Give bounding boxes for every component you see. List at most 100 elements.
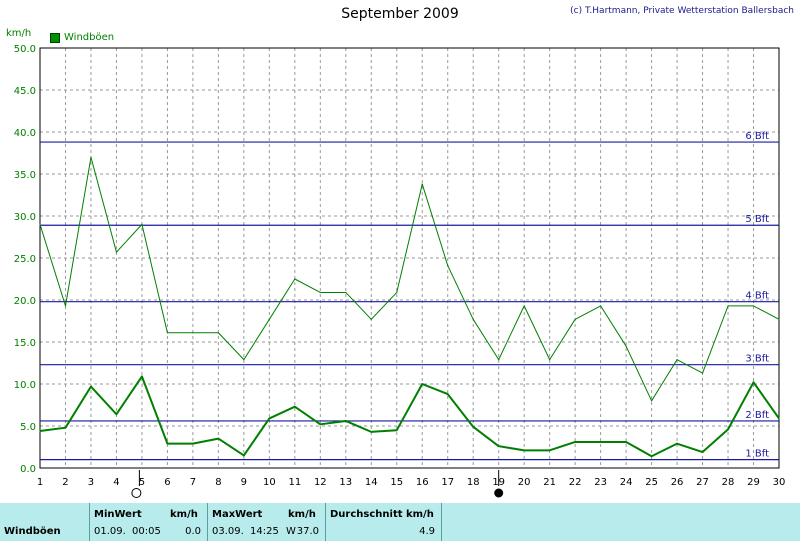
data-point <box>523 449 525 451</box>
data-point <box>64 427 67 429</box>
y-tick-label: 15.0 <box>14 338 36 349</box>
max-value: 37.0 <box>296 526 319 537</box>
legend-label: Windböen <box>64 32 115 43</box>
data-point <box>39 223 41 225</box>
data-point <box>727 428 729 430</box>
chart-title: September 2009 <box>341 6 459 22</box>
data-point <box>90 156 92 158</box>
stats-min-col: MinWert km/h 01.09. 00:05 0.0 <box>90 503 208 541</box>
stats-avg-col: Durchschnitt km/h 4.9 <box>326 503 442 541</box>
series-line-gust-max <box>39 156 780 402</box>
x-tick-label: 7 <box>190 477 196 488</box>
x-tick-label: 27 <box>696 477 709 488</box>
data-point <box>345 420 347 422</box>
x-tick-label: 24 <box>620 477 633 488</box>
data-point <box>396 291 398 294</box>
data-point <box>472 426 474 428</box>
data-point <box>345 291 347 294</box>
data-point <box>447 393 449 395</box>
x-tick-label: 23 <box>594 477 607 488</box>
plot-frame <box>39 47 780 469</box>
x-tick-label: 13 <box>339 477 352 488</box>
data-point <box>600 441 602 443</box>
y-tick-label: 10.0 <box>14 380 36 391</box>
data-point <box>625 441 627 443</box>
data-point <box>115 251 118 253</box>
data-point <box>498 359 500 361</box>
stats-label-col: Windböen <box>0 503 90 541</box>
data-point <box>421 383 423 385</box>
y-tick-label: 35.0 <box>14 170 36 181</box>
x-tick-label: 25 <box>645 477 658 488</box>
x-tick-label: 4 <box>113 477 119 488</box>
bft-label: 3 Bft <box>745 354 769 365</box>
data-point <box>498 445 500 447</box>
data-point <box>701 372 704 374</box>
max-date: 03.09. <box>212 526 244 537</box>
x-tick-label: 12 <box>314 477 327 488</box>
data-point <box>319 291 321 294</box>
min-header: MinWert <box>94 509 142 520</box>
data-point <box>268 318 270 320</box>
plot-background <box>40 48 779 468</box>
x-tick-label: 17 <box>441 477 454 488</box>
data-point <box>549 449 551 451</box>
x-tick-label: 9 <box>241 477 247 488</box>
data-point <box>752 381 755 383</box>
x-tick-label: 16 <box>416 477 429 488</box>
data-point <box>141 375 143 378</box>
data-point <box>166 332 169 334</box>
data-point <box>294 406 296 408</box>
data-point <box>396 429 398 431</box>
legend-swatch <box>50 32 60 43</box>
max-header: MaxWert <box>212 509 263 520</box>
data-point <box>141 223 143 225</box>
data-point <box>574 318 576 320</box>
data-point <box>39 430 41 432</box>
data-point <box>217 438 219 440</box>
min-value: 0.0 <box>185 526 201 537</box>
data-point <box>676 443 678 445</box>
bft-label: 5 Bft <box>745 214 769 225</box>
bft-label: 4 Bft <box>745 291 769 302</box>
y-tick-label: 0.0 <box>20 464 36 475</box>
stats-bar: Windböen MinWert km/h 01.09. 00:05 0.0 M… <box>0 503 800 541</box>
x-tick-label: 15 <box>390 477 403 488</box>
avg-value: 4.9 <box>419 526 435 537</box>
data-point <box>650 455 653 457</box>
data-point <box>549 359 551 361</box>
data-point <box>370 431 372 433</box>
data-point <box>166 443 169 445</box>
data-point <box>472 318 474 320</box>
x-tick-label: 30 <box>773 477 786 488</box>
x-tick-label: 10 <box>263 477 276 488</box>
stats-max-col: MaxWert km/h 03.09. 14:25 W 37.0 <box>208 503 326 541</box>
x-tick-label: 18 <box>467 477 480 488</box>
bft-label: 1 Bft <box>745 449 769 460</box>
x-tick-label: 1 <box>37 477 43 488</box>
y-tick-label: 50.0 <box>14 44 36 55</box>
y-tick-label: 20.0 <box>14 296 36 307</box>
avg-header: Durchschnitt km/h <box>330 509 434 520</box>
min-date: 01.09. <box>94 526 126 537</box>
chart-area: 1 Bft 2 Bft 3 Bft 4 Bft 5 Bft 6 Bft 0.0 5.0 10.0… <box>14 44 786 498</box>
x-tick-label: 8 <box>215 477 221 488</box>
data-point <box>574 441 576 443</box>
y-tick-label: 5.0 <box>20 422 36 433</box>
x-tick-label: 22 <box>569 477 582 488</box>
x-tick-label: 26 <box>671 477 684 488</box>
data-point <box>778 318 780 320</box>
data-point <box>727 305 729 307</box>
data-point <box>523 305 525 307</box>
data-point <box>650 400 653 402</box>
data-point <box>421 183 423 185</box>
x-tick-label: 6 <box>164 477 170 488</box>
data-point <box>752 305 755 307</box>
full-moon-icon <box>131 488 142 498</box>
y-unit-label: km/h <box>6 28 32 39</box>
x-tick-label: 20 <box>518 477 531 488</box>
data-point <box>370 318 372 320</box>
min-time: 00:05 <box>132 526 161 537</box>
data-point <box>294 278 296 280</box>
data-point <box>268 417 270 420</box>
